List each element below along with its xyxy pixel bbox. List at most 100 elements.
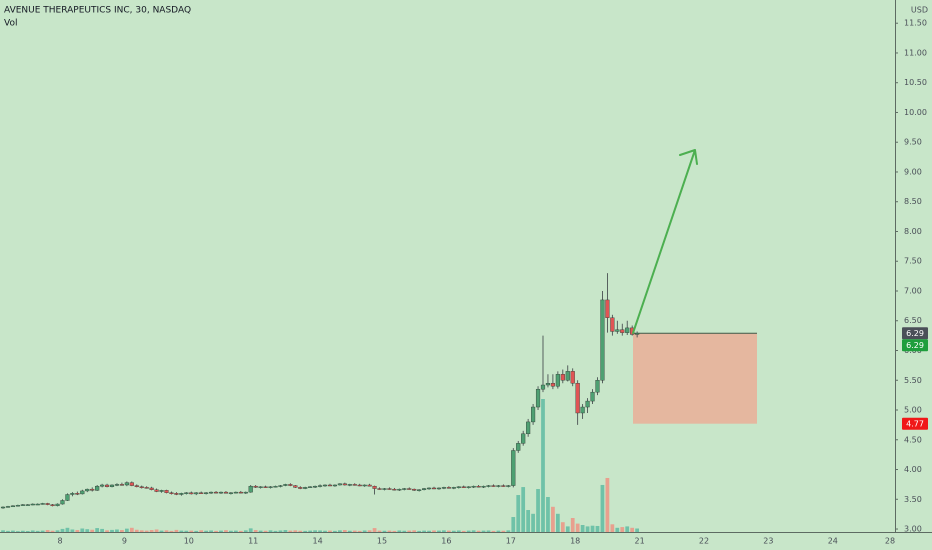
volume-bar <box>283 530 288 532</box>
volume-bar <box>531 513 535 532</box>
volume-bar <box>50 530 55 532</box>
candle-body <box>213 491 219 494</box>
candle-body <box>283 484 288 486</box>
price-label: 6.29 <box>906 341 924 350</box>
candle-body <box>228 492 233 494</box>
candle-body <box>362 484 367 487</box>
volume-bar <box>496 530 501 532</box>
volume-bar <box>546 497 550 532</box>
x-tick-label: 9 <box>122 537 127 546</box>
volume-bar <box>347 530 352 532</box>
volume-bar <box>551 506 555 532</box>
candle-body <box>104 484 110 487</box>
volume-bar <box>139 530 144 532</box>
volume-bar <box>511 517 516 532</box>
volume-bar <box>243 530 248 532</box>
volume-bar <box>422 530 426 532</box>
candle-body <box>0 506 6 509</box>
candle-body <box>278 485 283 487</box>
candle-body <box>372 485 377 489</box>
candle-body <box>119 484 125 486</box>
volume-bar <box>555 513 560 532</box>
y-tick-label: 11.50 <box>904 19 927 28</box>
volume-bar <box>85 529 90 532</box>
candle-body <box>377 488 382 490</box>
volume-bar <box>318 530 322 532</box>
candle-body <box>194 492 199 495</box>
candle-body <box>387 488 392 490</box>
volume-bar <box>154 529 159 532</box>
candle-body <box>511 450 516 486</box>
volume-bar <box>338 530 342 532</box>
volume-bar <box>328 530 332 532</box>
volume-bar <box>342 530 347 532</box>
volume-bar <box>506 530 511 532</box>
candle-body <box>521 433 526 444</box>
candle-body <box>595 380 600 393</box>
volume-bar <box>169 530 174 532</box>
candle-body <box>600 299 605 381</box>
volume-bar <box>268 530 273 532</box>
volume-bar <box>100 528 104 532</box>
volume-bar <box>110 529 114 532</box>
candle-body <box>402 488 407 490</box>
candle-body <box>134 485 139 487</box>
volume-bar <box>209 530 213 532</box>
volume-bar <box>491 530 496 532</box>
volume-bar <box>427 530 431 532</box>
candle-body <box>184 492 189 494</box>
volume-bar <box>124 528 129 532</box>
candle-body <box>40 503 45 505</box>
candle-body <box>75 493 80 495</box>
price-label-box <box>902 417 928 430</box>
candle-body <box>189 492 194 495</box>
volume-bar <box>412 530 417 532</box>
volume-bar <box>293 530 298 532</box>
volume-bar <box>1 530 5 532</box>
volume-bar <box>11 530 15 532</box>
volume-bar <box>625 526 630 532</box>
volume-bar <box>258 530 263 532</box>
candle-body <box>342 483 347 486</box>
volume-bar <box>392 530 397 532</box>
volume-bar <box>486 530 491 532</box>
candle-body <box>199 492 204 494</box>
volume-bar <box>536 489 540 532</box>
candle-body <box>179 493 184 495</box>
candle-body <box>446 487 451 489</box>
volume-bar <box>75 530 80 532</box>
y-tick-label: 4.50 <box>904 435 922 444</box>
volume-bar <box>20 530 25 532</box>
volume-bar <box>620 527 625 532</box>
candle-body <box>610 317 615 332</box>
candle-body <box>451 487 456 489</box>
volume-bar <box>253 530 258 532</box>
candle-body <box>382 488 387 490</box>
volume-bar <box>397 530 402 532</box>
volume-bar <box>367 530 372 532</box>
volume-bar <box>298 530 303 532</box>
volume-bar <box>610 524 615 532</box>
volume-bar <box>80 528 85 532</box>
volume-bar <box>60 528 65 532</box>
candle-body <box>545 383 551 386</box>
volume-bar <box>55 530 60 532</box>
candle-body <box>352 484 357 486</box>
candle-body <box>560 374 565 381</box>
volume-bar <box>357 530 362 532</box>
candle-body <box>322 484 328 487</box>
candle-body <box>55 503 60 507</box>
volume-bar <box>224 530 228 532</box>
candle-body <box>357 484 362 487</box>
candle-body <box>303 487 308 489</box>
x-tick-label: 24 <box>828 537 838 546</box>
volume-bar <box>90 529 95 532</box>
candle-body <box>5 506 11 508</box>
volume-bar <box>446 530 451 532</box>
candle-body <box>243 491 248 494</box>
candle-body <box>50 504 55 507</box>
plot-area <box>0 273 757 532</box>
y-tick-label: 8.00 <box>904 227 922 236</box>
volume-bar <box>174 529 179 532</box>
